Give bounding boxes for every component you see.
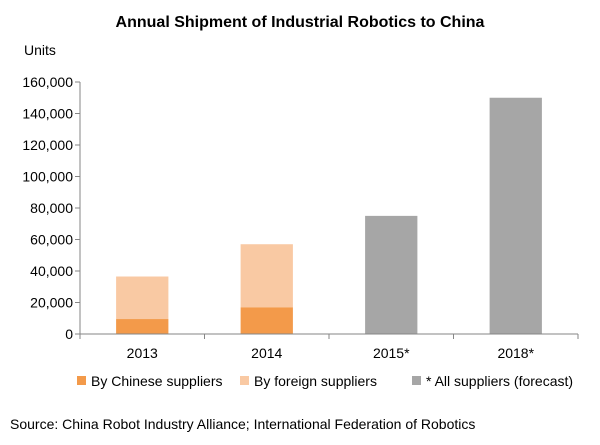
chart-title: Annual Shipment of Industrial Robotics t… [116,14,485,31]
legend-label: By foreign suppliers [254,373,377,389]
legend-swatch [240,376,249,385]
x-tick-label: 2018* [497,345,534,361]
legend-label: By Chinese suppliers [91,373,223,389]
x-tick-label: 2015* [373,345,410,361]
x-tick-label: 2014 [251,345,282,361]
y-tick-label: 140,000 [22,106,73,122]
legend-swatch [412,376,421,385]
bar [240,244,293,308]
y-tick-label: 120,000 [22,137,73,153]
legend-swatch [77,376,86,385]
y-tick-label: 60,000 [30,232,73,248]
bar [365,215,418,334]
bar [489,97,542,334]
y-tick-label: 40,000 [30,263,73,279]
y-tick-label: 160,000 [22,74,73,90]
source-note: Source: China Robot Industry Alliance; I… [10,416,476,432]
bar [116,319,169,334]
bar [116,276,169,320]
y-tick-label: 100,000 [22,169,73,185]
y-tick-label: 0 [65,326,73,342]
bar [240,307,293,334]
y-tick-label: 80,000 [30,200,73,216]
y-axis-label: Units [24,42,56,58]
y-tick-label: 20,000 [30,295,73,311]
legend-label: * All suppliers (forecast) [426,373,573,389]
x-tick-label: 2013 [127,345,158,361]
